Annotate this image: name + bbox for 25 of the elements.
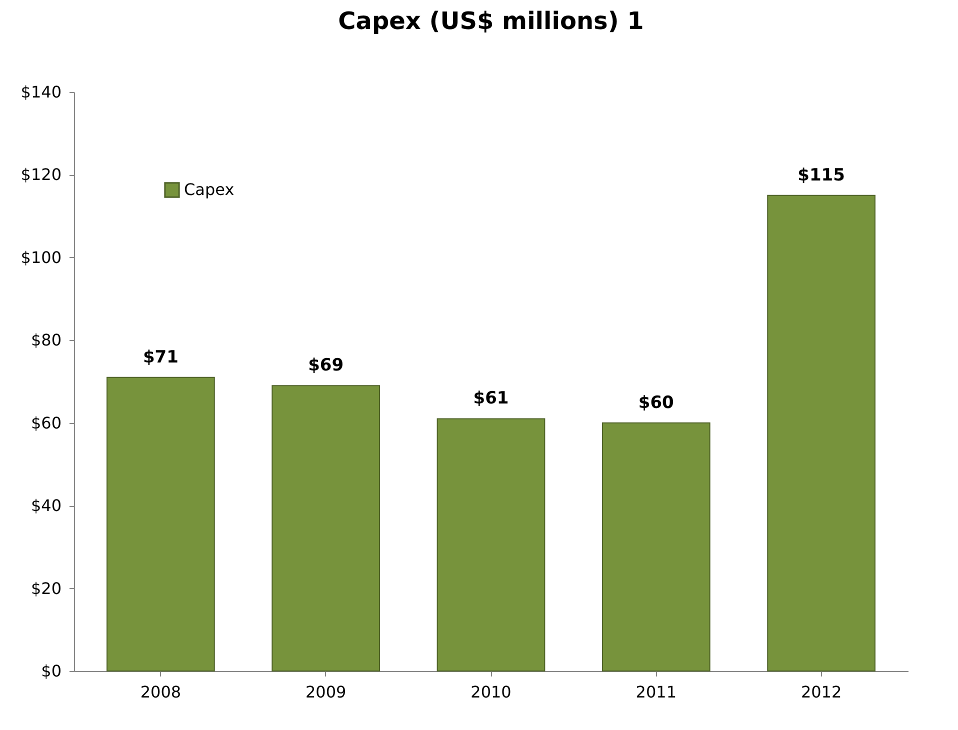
bar — [272, 385, 380, 672]
x-tick-label: 2008 — [140, 682, 182, 702]
y-tick-label: $80 — [30, 330, 62, 350]
y-tick-label: $100 — [20, 248, 62, 267]
bar — [106, 376, 215, 672]
y-tick-label: $60 — [30, 413, 62, 432]
y-tick-label: $20 — [30, 578, 62, 598]
data-label: $61 — [473, 388, 509, 409]
x-tick-label: 2010 — [470, 682, 512, 702]
x-tick-label: 2011 — [636, 682, 677, 702]
x-tick-label: 2012 — [800, 682, 842, 702]
bar — [436, 418, 546, 672]
y-tick-label: $40 — [30, 496, 62, 516]
bar — [602, 422, 710, 672]
chart-title: Capex (US$ millions) 1 — [338, 7, 644, 35]
data-label: $115 — [798, 165, 845, 186]
x-tick-label: 2009 — [305, 682, 346, 702]
y-tick-label: $120 — [20, 165, 62, 184]
y-tick-label: $0 — [41, 662, 62, 680]
data-label: $71 — [142, 347, 178, 368]
y-tick-label: $140 — [20, 82, 62, 102]
data-label: $69 — [308, 356, 344, 376]
legend-label: Capex — [184, 180, 234, 199]
bar — [767, 194, 876, 672]
data-label: $60 — [638, 392, 674, 413]
